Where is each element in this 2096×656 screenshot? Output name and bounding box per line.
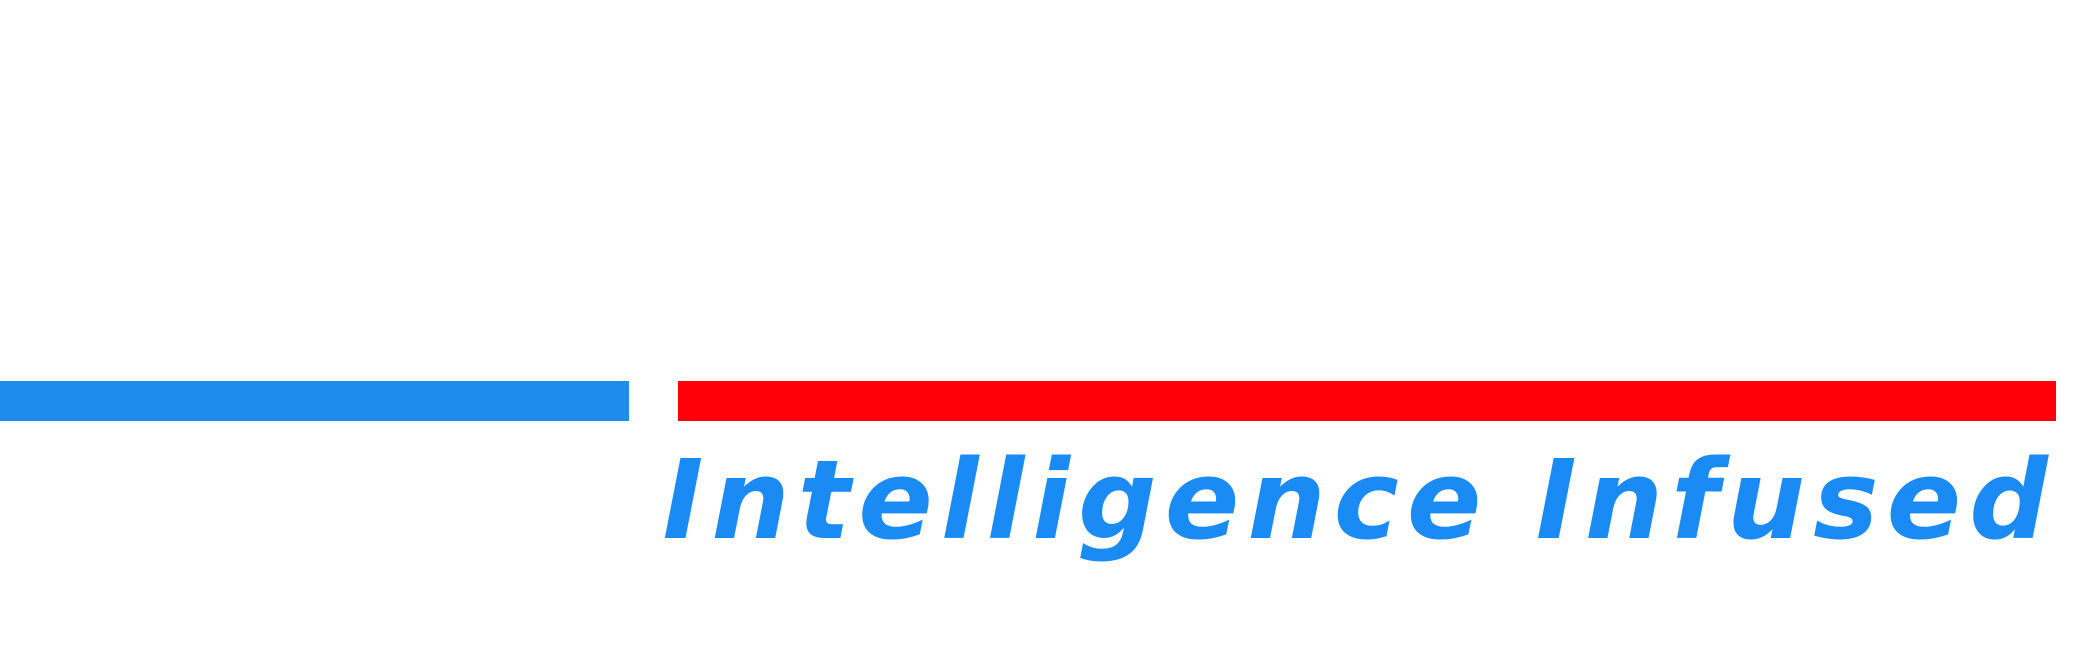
red-divider-bar [678, 381, 2056, 421]
blue-divider-bar [0, 381, 629, 421]
tagline-text: Intelligence Infused [662, 436, 2056, 564]
